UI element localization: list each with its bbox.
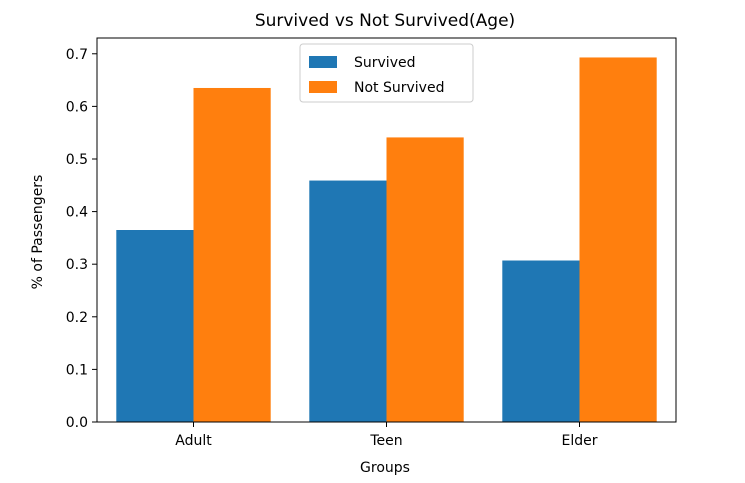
legend-label: Survived <box>354 55 415 71</box>
x-tick-label: Adult <box>175 433 212 449</box>
y-axis: 0.0 0.1 0.2 0.3 0.4 0.5 0.6 0.7 <box>66 47 97 431</box>
y-tick-label: 0.1 <box>66 362 88 378</box>
y-axis-label: % of Passengers <box>30 175 46 290</box>
y-tick-label: 0.2 <box>66 310 88 326</box>
x-tick-label: Elder <box>562 433 598 449</box>
y-tick-label: 0.3 <box>66 257 88 273</box>
legend-label: Not Survived <box>354 80 444 96</box>
bar-not-survived-elder <box>579 57 657 422</box>
chart-title: Survived vs Not Survived(Age) <box>255 11 515 31</box>
legend-swatch-survived <box>309 56 337 68</box>
x-axis: Adult Teen Elder <box>175 422 598 449</box>
y-tick-label: 0.4 <box>66 205 88 221</box>
plot-area-frame <box>96 37 677 423</box>
bar-survived-teen <box>309 180 387 422</box>
legend: Survived Not Survived <box>299 43 474 103</box>
bar-survived-adult <box>116 230 194 422</box>
y-tick-label: 0.0 <box>66 415 88 431</box>
x-tick-label: Teen <box>369 433 402 449</box>
bars-layer <box>116 57 657 423</box>
legend-box <box>299 43 474 103</box>
bar-not-survived-teen <box>386 137 464 422</box>
legend-swatch-not-survived <box>309 81 337 93</box>
x-axis-label: Groups <box>360 460 410 476</box>
bar-survived-elder <box>502 260 580 422</box>
y-tick-label: 0.7 <box>66 47 88 63</box>
bar-not-survived-adult <box>193 87 271 423</box>
y-tick-label: 0.5 <box>66 152 88 168</box>
y-tick-label: 0.6 <box>66 99 88 115</box>
